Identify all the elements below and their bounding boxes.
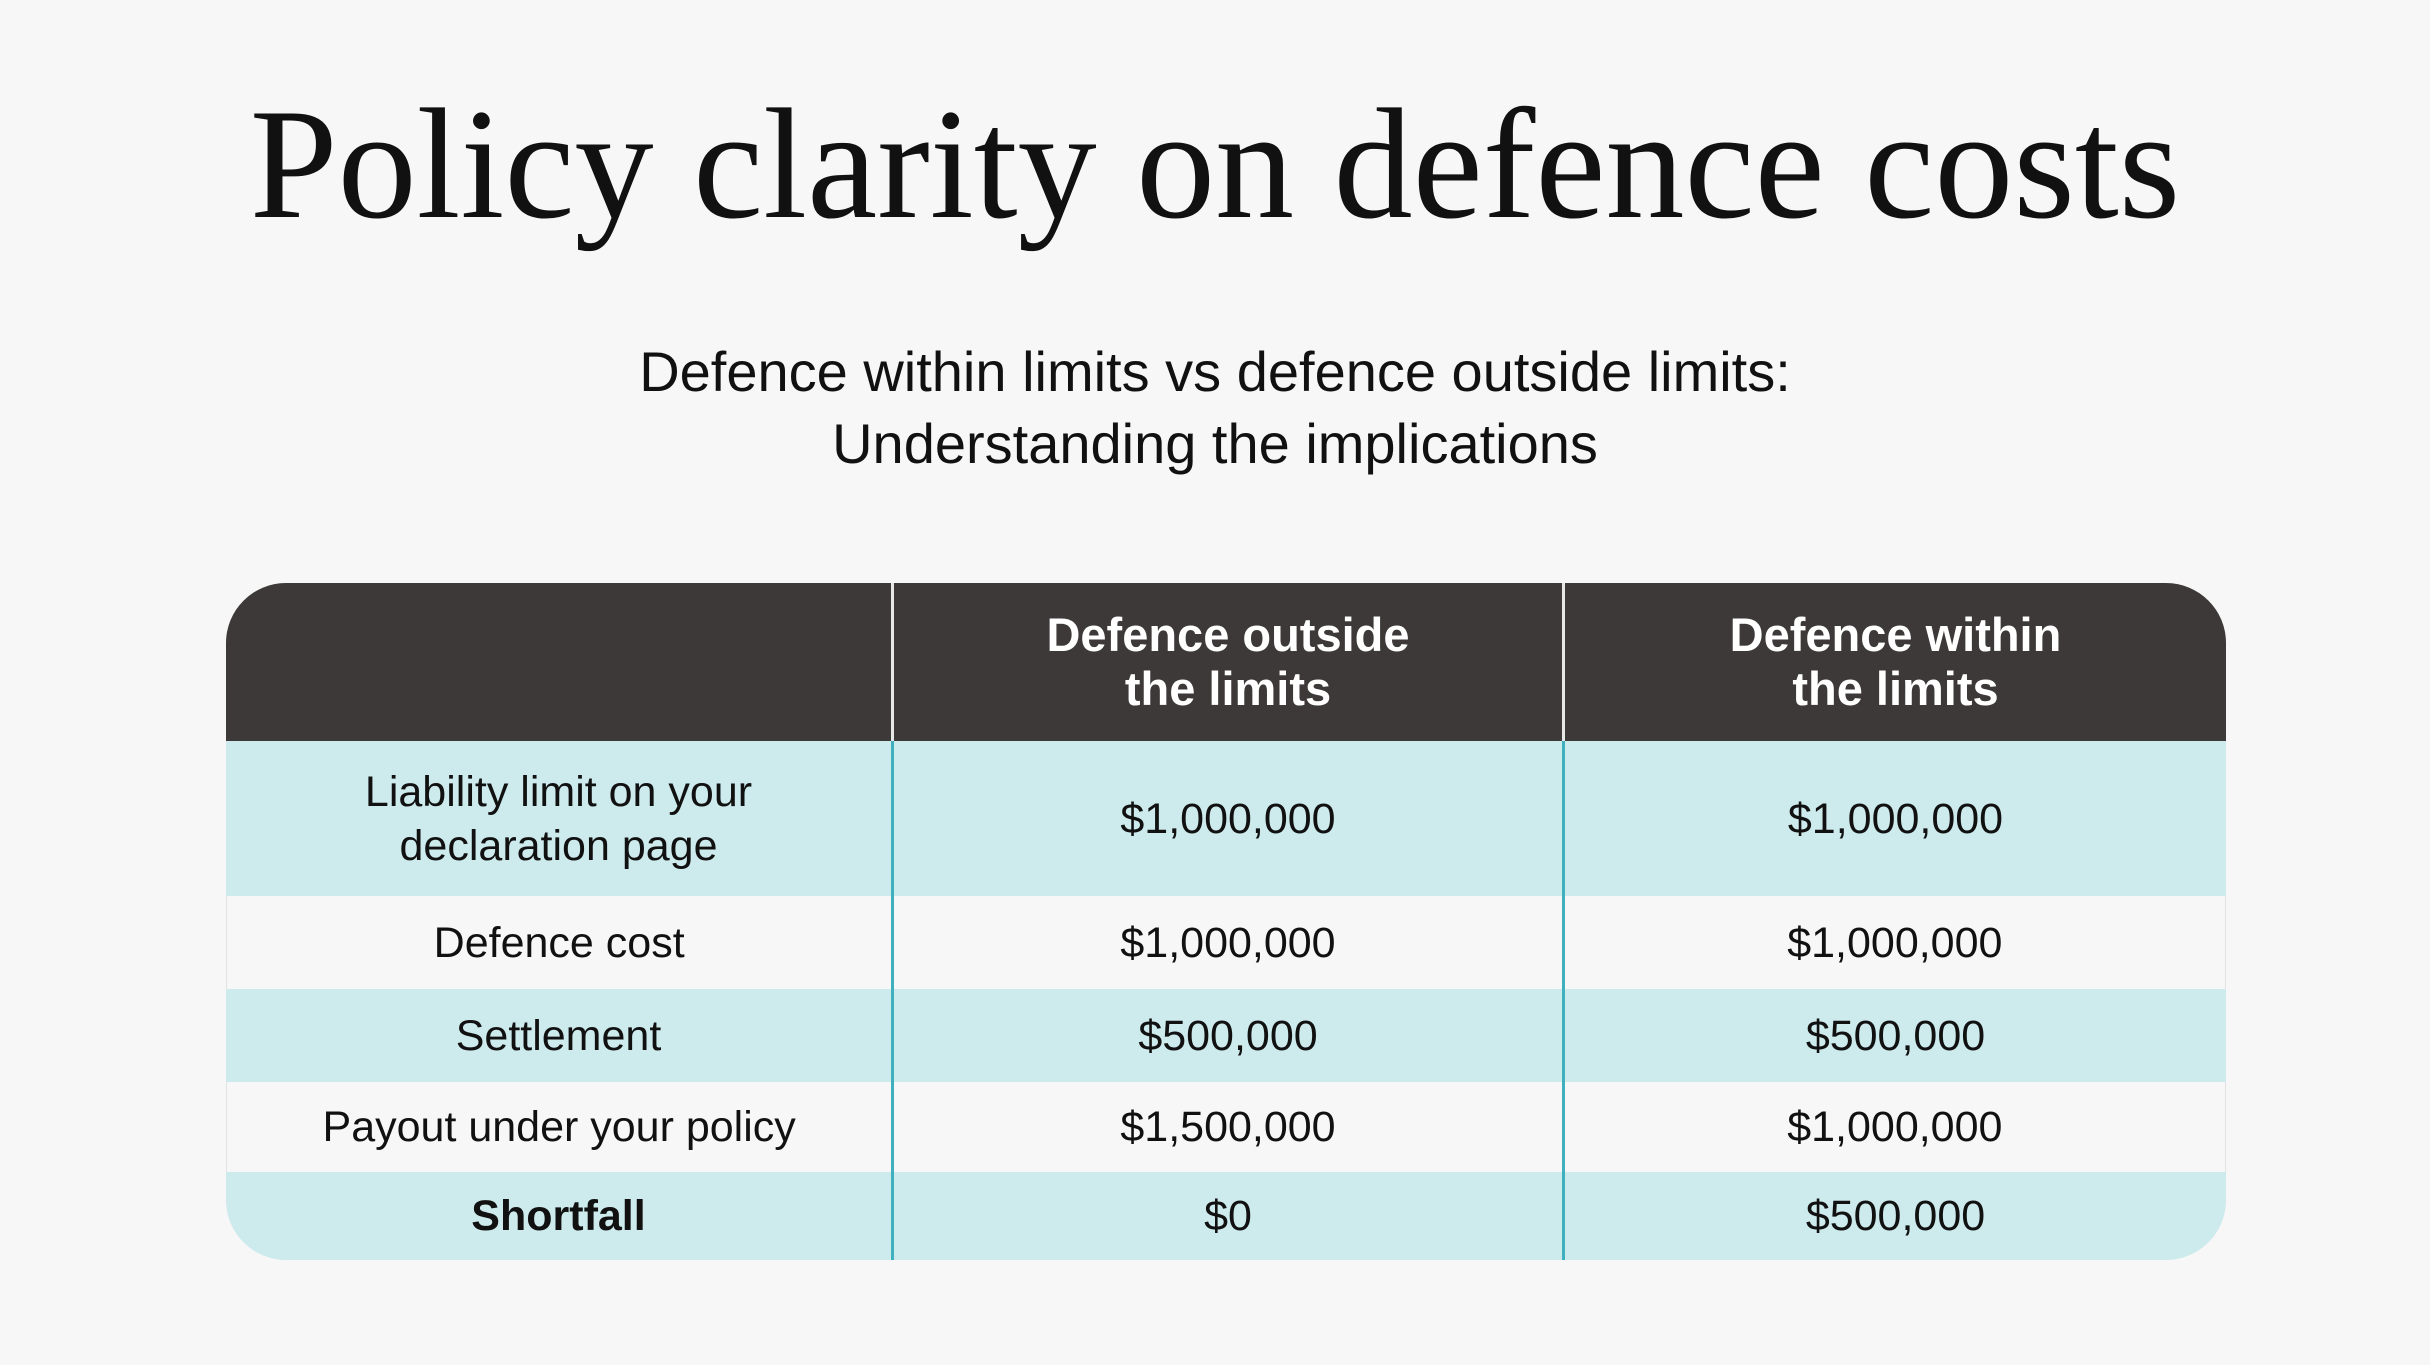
header-text: Defence outside: [1046, 608, 1410, 661]
header-text: the limits: [1124, 662, 1332, 715]
table-row: Liability limit on your declaration page …: [226, 741, 2226, 896]
cell-within: $1,000,000: [1561, 896, 2225, 989]
cell-within: $500,000: [1562, 1172, 2226, 1260]
table-row: Defence cost $1,000,000 $1,000,000: [226, 896, 2226, 989]
table-header-row: Defence outside the limits Defence within…: [226, 583, 2226, 741]
header-cell-within: Defence within the limits: [1562, 583, 2226, 741]
row-label: Payout under your policy: [322, 1103, 796, 1151]
cell-outside: $0: [891, 1172, 1562, 1260]
table-row: Payout under your policy $1,500,000 $1,0…: [226, 1082, 2226, 1172]
cell-within: $1,000,000: [1561, 1082, 2225, 1172]
page-title: Policy clarity on defence costs: [249, 77, 2181, 252]
table-row: Settlement $500,000 $500,000: [226, 989, 2226, 1082]
row-label: Settlement: [455, 1011, 662, 1060]
row-label: Liability limit on your declaration page: [226, 741, 891, 896]
cell-outside: $500,000: [891, 989, 1562, 1082]
header-cell-empty: [226, 583, 891, 741]
table-row: Shortfall $0 $500,000: [226, 1172, 2226, 1260]
cell-outside: $1,000,000: [891, 896, 1561, 989]
header-text: Defence within: [1729, 608, 2062, 661]
comparison-table: Defence outside the limits Defence within…: [226, 583, 2226, 1260]
row-label-line: declaration page: [399, 821, 718, 870]
cell-within: $1,000,000: [1562, 741, 2226, 896]
subtitle: Defence within limits vs defence outside…: [0, 336, 2430, 480]
row-label: Defence cost: [433, 918, 685, 967]
header-text: the limits: [1792, 662, 1999, 715]
cell-outside: $1,000,000: [891, 741, 1562, 896]
header-cell-outside: Defence outside the limits: [891, 583, 1562, 741]
row-label-line: Liability limit on your: [364, 767, 753, 816]
subtitle-line-1: Defence within limits vs defence outside…: [639, 340, 1791, 403]
cell-outside: $1,500,000: [891, 1082, 1561, 1172]
cell-within: $500,000: [1562, 989, 2226, 1082]
row-label: Shortfall: [471, 1192, 646, 1240]
subtitle-line-2: Understanding the implications: [832, 412, 1598, 475]
